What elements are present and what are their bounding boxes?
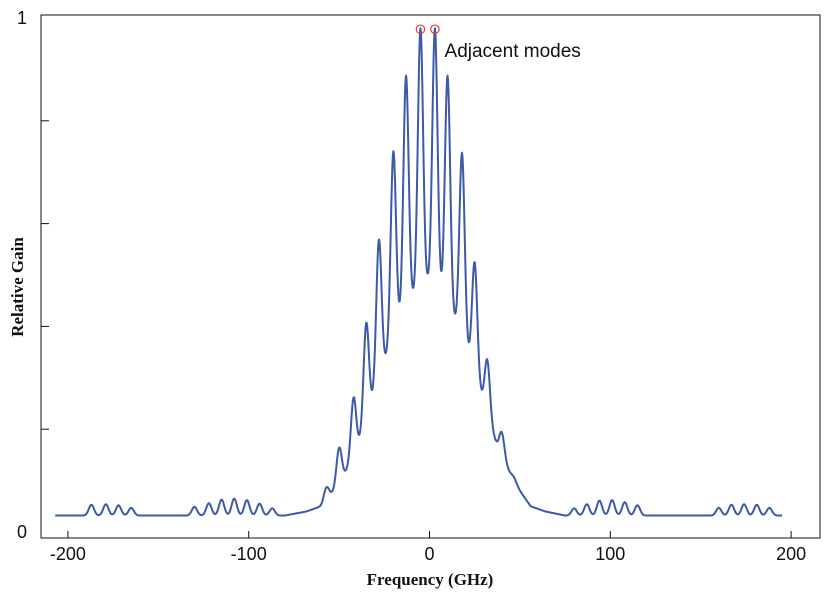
- x-tick-label: 100: [595, 544, 625, 564]
- y-tick-label: 0: [17, 522, 27, 542]
- x-tick-label: 0: [424, 544, 434, 564]
- x-tick-label: -100: [231, 544, 267, 564]
- x-axis-title: Frequency (GHz): [367, 570, 494, 589]
- plot-frame: [40, 14, 821, 539]
- mode-marker-circle: [415, 24, 426, 35]
- y-tick-label: 1: [17, 8, 27, 28]
- tick-labels: -200 -100 0 100 200 0 1: [17, 8, 806, 564]
- x-tick-label: -200: [50, 544, 86, 564]
- x-tick-label: 200: [776, 544, 806, 564]
- series-line-relative-gain: [54, 27, 783, 517]
- annotation-adjacent-modes: Adjacent modes: [445, 41, 581, 62]
- mode-marker-circle: [430, 24, 440, 35]
- y-axis-title: Relative Gain: [8, 237, 27, 337]
- adjacent-mode-markers: [415, 24, 440, 35]
- tick-marks: [41, 120, 792, 538]
